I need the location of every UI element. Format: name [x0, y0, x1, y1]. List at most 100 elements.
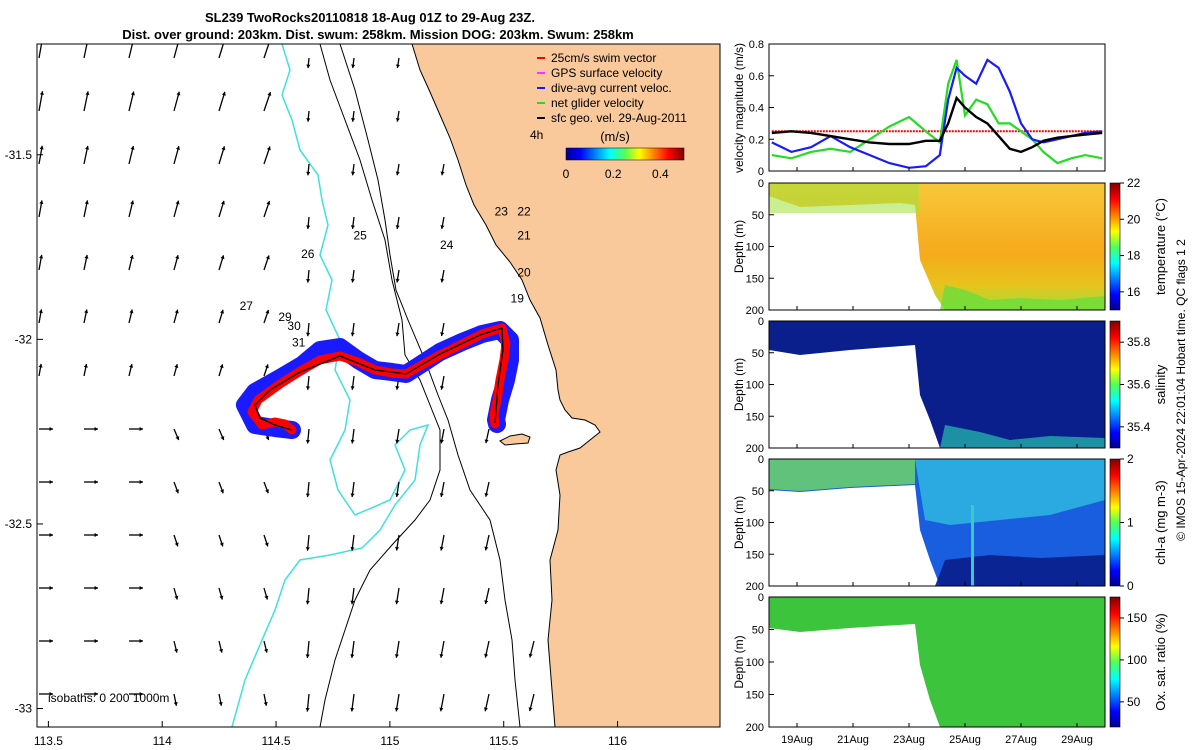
track-day-label: 29 [278, 310, 292, 324]
velocity-arrowhead [174, 309, 179, 314]
velocity-ytick-label: 0.4 [749, 103, 764, 115]
map-frame [36, 43, 721, 728]
velocity-arrowhead [395, 493, 400, 497]
time-tick-label: 27Aug [1005, 734, 1037, 746]
velocity-ytick-label: 0.6 [749, 71, 764, 83]
velocity-arrow [38, 44, 43, 59]
depth-tick-label: 200 [746, 305, 764, 317]
velocity-arrowhead [440, 332, 445, 337]
velocity-arrowhead [130, 200, 135, 205]
isobath-0m [339, 44, 521, 727]
chla-profile-streak [971, 505, 974, 586]
depth-tick-label: 200 [746, 581, 764, 593]
chla-panel [768, 458, 1106, 587]
velocity-arrowhead [484, 546, 489, 551]
track-day-label: 31 [292, 336, 306, 350]
velocity-arrowhead [395, 117, 400, 122]
map-xtick-label: 115 [380, 734, 399, 748]
velocity-arrow [83, 44, 88, 59]
velocity-arrowhead [394, 600, 400, 605]
velocity-arrowhead [49, 691, 53, 697]
colorbar-tick-label: 16 [1127, 285, 1141, 299]
chla-deep-blue [935, 555, 1105, 586]
velocity-arrowhead [305, 654, 310, 658]
speed-colorbar-ticks: 0 0.2 0.4 [563, 167, 669, 181]
velocity-arrowhead [263, 701, 268, 706]
map-xtick-label: 116 [608, 734, 627, 748]
velocity-arrowhead [83, 363, 88, 368]
depth-tick-label: 150 [746, 273, 764, 285]
velocity-arrowhead [350, 386, 355, 390]
velocity-arrowhead [94, 638, 98, 644]
coastline [411, 44, 601, 727]
velocity-arrowhead [174, 595, 179, 600]
velocity-arrowhead [440, 171, 445, 176]
velocity-line [771, 95, 1103, 154]
depth-axis-label: Depth (m) [732, 220, 746, 273]
panel-colorbar [1109, 320, 1121, 449]
velocity-arrowhead [129, 364, 134, 368]
depth-tick-label: 100 [746, 657, 764, 669]
salinity-bottom-green [940, 425, 1105, 448]
velocity-arrowhead [439, 600, 444, 605]
velocity-arrowhead [175, 255, 180, 260]
map-ytick-label: -32.5 [5, 517, 33, 531]
velocity-arrowhead [350, 493, 355, 498]
temperature-panel [768, 182, 1106, 311]
footer-copyright: © IMOS 15-Apr-2024 22:01:04 Hobart time.… [1174, 239, 1188, 541]
colorbar-label: salinity [1153, 364, 1168, 404]
velocity-arrow [263, 44, 270, 59]
colorbar-tick-label: 35.6 [1127, 378, 1151, 392]
velocity-arrowhead [394, 654, 399, 658]
time-tick-label: 25Aug [949, 734, 981, 746]
velocity-arrowhead [221, 146, 226, 151]
velocity-arrowhead [395, 332, 400, 337]
oxygen-field [769, 597, 1105, 727]
map-xtick-label: 114 [153, 734, 172, 748]
velocity-arrowhead [220, 255, 225, 260]
velocity-arrowhead [440, 278, 445, 283]
velocity-arrowhead [305, 386, 311, 390]
velocity-arrowhead [94, 532, 98, 538]
oxygen-panel [768, 596, 1106, 728]
velocity-arrowhead [350, 171, 356, 176]
temperature-surface-green [769, 183, 919, 213]
velocity-arrowhead [221, 91, 226, 96]
figure-title-line1: SL239 TwoRocks20110818 18-Aug 01Z to 29-… [205, 10, 535, 25]
glider-track-line [254, 327, 504, 431]
velocity-arrowhead [394, 707, 399, 712]
velocity-arrowhead [305, 707, 310, 712]
velocity-arrowhead [439, 546, 444, 551]
depth-tick-label: 50 [752, 210, 764, 222]
velocity-arrowhead [174, 364, 179, 369]
velocity-arrowhead [484, 653, 489, 658]
panel-colorbar [1109, 596, 1121, 728]
velocity-arrowhead [94, 426, 98, 432]
velocity-arrowhead [395, 546, 400, 551]
velocity-arrowhead [350, 225, 355, 229]
time-tick-label: 21Aug [837, 734, 869, 746]
velocity-arrowhead [350, 439, 355, 444]
velocity-arrowhead [94, 691, 98, 697]
time-tick-label: 29Aug [1061, 734, 1093, 746]
velocity-arrowhead [130, 91, 135, 96]
velocity-arrowhead [395, 225, 400, 229]
figure-title-line2: Dist. over ground: 203km. Dist. swum: 25… [122, 27, 634, 42]
isobath-label: isobaths: 0 200 1000m [48, 691, 169, 705]
velocity-arrowhead [139, 585, 143, 591]
velocity-arrowhead [38, 309, 43, 314]
velocity-arrowhead [264, 595, 269, 600]
velocity-arrowhead [484, 439, 489, 444]
vector-scale-label: 4h [530, 128, 543, 142]
velocity-arrowhead [267, 92, 272, 96]
velocity-arrowhead [129, 309, 134, 314]
velocity-arrowhead [139, 691, 143, 697]
velocity-arrowhead [395, 439, 400, 444]
velocity-arrowhead [350, 707, 355, 712]
velocity-arrowhead [306, 64, 311, 69]
velocity-arrowhead [395, 278, 400, 283]
velocity-arrowhead [38, 363, 43, 368]
